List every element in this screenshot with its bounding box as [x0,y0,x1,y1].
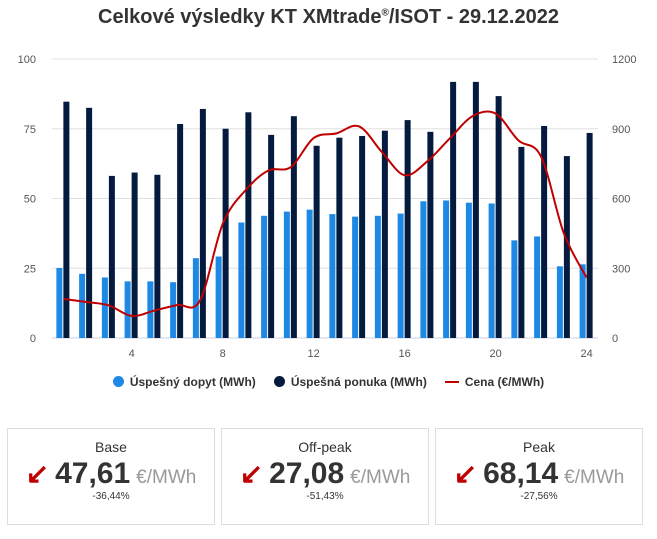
y-right-tick: 1200 [612,54,636,66]
bar-supply [222,128,229,338]
bar-demand [101,277,108,338]
bar-supply [86,107,93,338]
y-left-tick: 0 [30,333,36,345]
bar-demand [443,200,450,338]
x-tick: 24 [581,348,593,360]
bar-demand [261,215,268,338]
legend-label: Cena (€/MWh) [464,375,545,389]
bar-demand [352,216,359,338]
legend-marker-price [444,381,459,383]
bar-supply [63,101,70,338]
card-label: Base [95,439,127,455]
card-value: 47,61 [55,457,131,490]
bar-demand [534,236,541,338]
x-tick: 16 [399,348,411,360]
card-label: Off-peak [298,439,352,455]
bar-demand [56,267,63,338]
bar-supply [131,172,138,338]
y-left-tick: 25 [24,263,36,275]
legend-marker-supply [273,376,285,387]
chart: 0 0 25 300 50 600 75 900 100 1200 4 8 12 16 20 24 [18,54,637,360]
bar-supply [472,81,479,339]
bar-demand [215,256,222,338]
card-change: -27,56% [520,491,558,502]
arrow-down-left-icon: ↙ [239,458,264,489]
y-right-tick: 900 [612,124,630,136]
bar-demand [124,281,131,338]
bar-demand [397,213,404,338]
bar-demand [192,258,199,338]
bar-supply [177,124,184,338]
bar-demand [238,222,245,338]
bar-demand [283,211,290,338]
bar-demand [511,240,518,338]
bar-demand [420,201,427,338]
y-left-tick: 50 [24,194,36,206]
bar-demand [79,273,86,338]
bar-demand [374,215,381,338]
x-tick: 8 [220,348,226,360]
y-left-tick: 100 [18,54,36,66]
card-peak: Peak ↙ 68,14 €/MWh -27,56% [435,428,643,525]
card-change: -51,43% [306,491,344,502]
bar-supply [427,131,434,338]
card-change: -36,44% [92,491,130,502]
card-off-peak: Off-peak ↙ 27,08 €/MWh -51,43% [221,428,429,525]
y-left-tick: 75 [24,124,36,136]
arrow-down-left-icon: ↙ [453,458,478,489]
bar-supply [154,174,161,338]
y-right-tick: 300 [612,263,630,275]
bar-supply [541,125,548,339]
bar-supply [290,116,297,338]
title-text: Celkové výsledky KT XMtrade [98,6,382,28]
x-tick: 4 [129,348,135,360]
legend-label: Úspešná ponuka (MWh) [290,375,427,389]
bar-supply [245,112,252,338]
bar-supply [268,134,275,338]
bar-supply [381,130,388,338]
y-right-tick: 600 [612,194,630,206]
card-unit: €/MWh [136,467,197,488]
bar-demand [579,264,586,338]
title-suffix: /ISOT - 29.12.2022 [388,6,559,28]
legend-supply[interactable]: Úspešná ponuka (MWh) [273,375,427,389]
bar-supply [313,145,320,338]
bar-supply [336,137,343,338]
bar-demand [306,209,313,338]
card-unit: €/MWh [564,467,625,488]
chart-title: Celkové výsledky KT XMtrade®/ISOT - 29.1… [0,6,657,29]
x-tick: 12 [308,348,320,360]
bar-demand [170,282,177,338]
bar-supply [495,96,502,339]
bar-demand [147,281,154,338]
bar-supply [108,175,115,338]
card-base: Base ↙ 47,61 €/MWh -36,44% [7,428,215,525]
title-reg: ® [381,7,389,19]
y-right-tick: 0 [612,333,618,345]
bar-demand [329,214,336,338]
bar-demand [556,266,563,338]
card-label: Peak [523,439,555,455]
bar-supply [518,146,525,338]
bar-supply [450,81,457,339]
legend-label: Úspešný dopyt (MWh) [129,375,256,389]
legend-marker-demand [112,376,124,387]
bar-supply [199,108,206,338]
bar-demand [465,202,472,338]
card-value: 68,14 [483,457,559,490]
card-unit: €/MWh [350,467,411,488]
bar-supply [586,132,593,338]
legend-demand[interactable]: Úspešný dopyt (MWh) [112,375,256,389]
legend-price[interactable]: Cena (€/MWh) [444,375,545,389]
arrow-down-left-icon: ↙ [25,458,50,489]
card-value: 27,08 [269,457,345,490]
legend: Úspešný dopyt (MWh) Úspešná ponuka (MWh)… [0,375,657,389]
price-line [63,110,588,318]
bar-supply [563,156,570,338]
x-tick: 20 [490,348,502,360]
bar-demand [488,203,495,338]
bar-supply [359,136,366,338]
bar-supply [404,120,411,338]
